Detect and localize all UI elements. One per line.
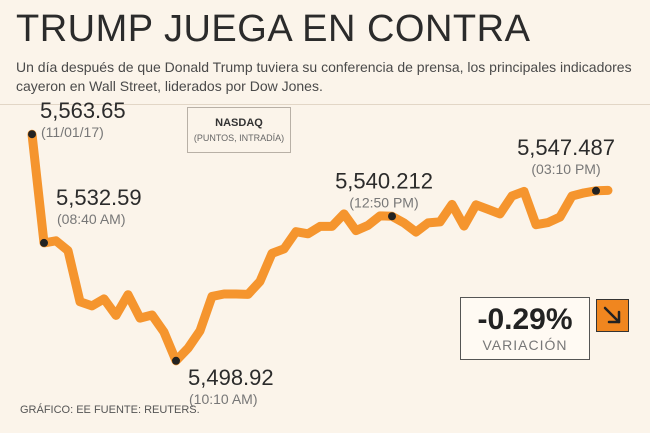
annotation-value-label: 5,540.212 [335,168,433,193]
annotation-time-label: (08:40 AM) [57,211,125,227]
variation-value: -0.29% [477,303,573,336]
annotation-time-label: (03:10 PM) [531,161,600,177]
series-line-nasdaq [27,129,613,366]
annotation-time-label: (12:50 PM) [349,194,418,210]
annotation-time-label: (10:10 AM) [189,391,257,407]
variation-box: -0.29% VARIACIÓN [460,297,590,360]
annotation-marker [592,186,600,195]
source-credit: GRÁFICO: EE FUENTE: REUTERS. [20,404,200,416]
annotation-value-label: 5,563.65 [40,98,126,123]
chart-title: TRUMP JUEGA EN CONTRA [16,8,531,50]
annotation-time-label: (11/01/17) [41,124,104,140]
chart-subtitle: Un día después de que Donald Trump tuvie… [16,59,632,94]
annotation-marker [28,130,36,139]
index-unit: (PUNTOS, INTRADÍA) [193,133,285,143]
header-divider [0,104,650,105]
annotation-value-label: 5,547.487 [517,135,615,160]
annotation-labels: 5,563.65(11/01/17) 5,532.59(08:40 AM) 5,49… [40,98,615,407]
annotation-value-label: 5,532.59 [56,185,142,210]
annotation-markers [28,130,600,365]
annotation-marker [40,238,48,247]
annotation-marker [388,212,396,221]
index-name: NASDAQ [215,117,263,129]
index-info-box: NASDAQ (PUNTOS, INTRADÍA) [187,107,291,153]
arrow-down-right-icon [596,299,629,332]
annotation-marker [172,356,180,365]
variation-label: VARIACIÓN [482,337,568,353]
annotation-value-label: 5,498.92 [188,365,274,390]
